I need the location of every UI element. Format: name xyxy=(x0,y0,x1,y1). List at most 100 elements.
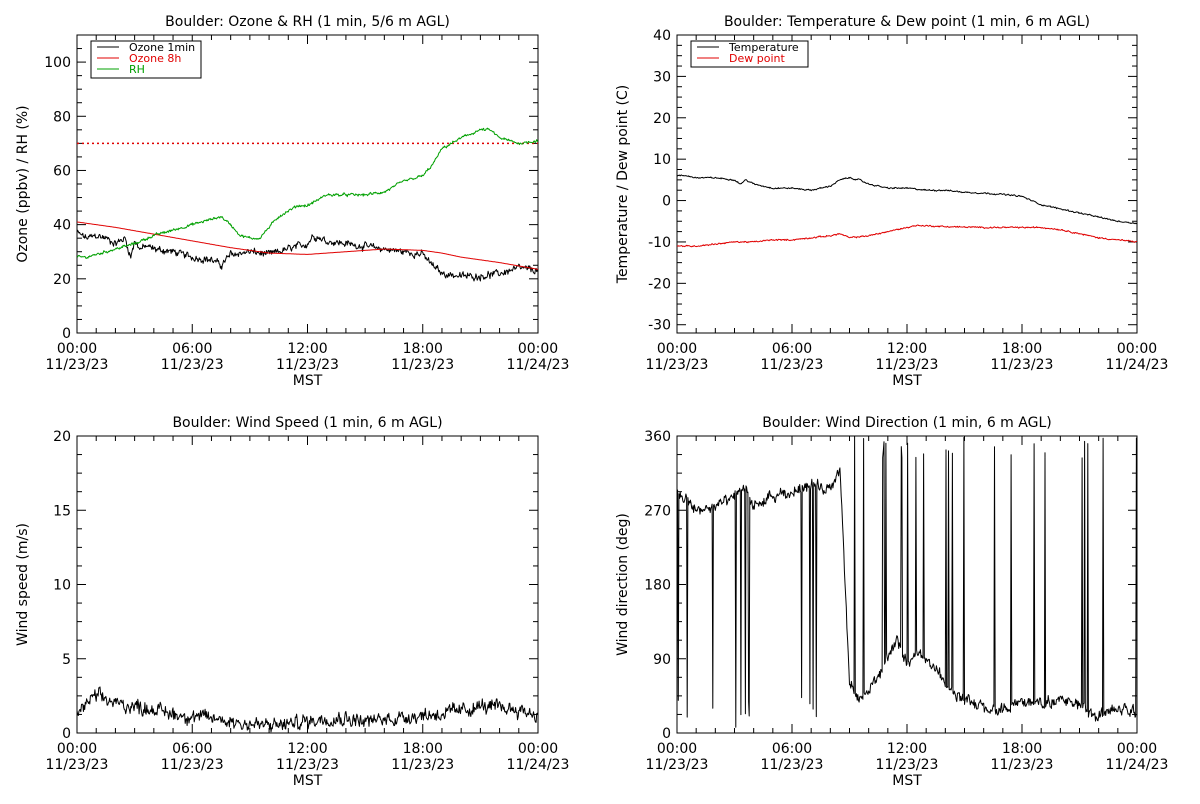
plot-frame xyxy=(76,34,539,334)
x-tick-label-date: 11/24/23 xyxy=(507,757,570,773)
y-axis-label: Wind direction (deg) xyxy=(615,513,631,656)
y-tick-label: 180 xyxy=(644,578,671,594)
y-tick-label: 20 xyxy=(53,272,71,288)
x-tick-label-time: 18:00 xyxy=(403,741,443,757)
y-tick-label: 15 xyxy=(53,503,71,519)
series-group xyxy=(77,127,538,282)
x-tick-label-time: 00:00 xyxy=(518,741,558,757)
y-tick-label: -30 xyxy=(648,318,671,334)
x-tick-label-date: 11/23/23 xyxy=(391,357,454,373)
y-tick-label: 270 xyxy=(644,503,671,519)
legend-entry: Dew point xyxy=(729,52,785,65)
plot-frame xyxy=(76,435,539,734)
x-tick-label-time: 12:00 xyxy=(287,341,327,357)
x-tick-label-time: 18:00 xyxy=(1002,741,1042,757)
x-tick-label-time: 00:00 xyxy=(657,741,697,757)
x-axis-label: MST xyxy=(293,773,323,789)
chart-title: Boulder: Ozone & RH (1 min, 5/6 m AGL) xyxy=(165,14,450,30)
y-tick-label: 10 xyxy=(653,152,671,168)
x-tick-label-date: 11/23/23 xyxy=(46,357,109,373)
x-tick-label-time: 12:00 xyxy=(887,341,927,357)
y-tick-label: 100 xyxy=(44,55,71,71)
x-tick-label-time: 00:00 xyxy=(657,341,697,357)
x-tick-label-time: 00:00 xyxy=(1117,341,1157,357)
x-tick-label-date: 11/23/23 xyxy=(276,757,339,773)
y-tick-label: 0 xyxy=(662,726,671,742)
series-line-dew-point xyxy=(677,224,1137,248)
y-tick-label: 30 xyxy=(653,69,671,85)
x-tick-label-date: 11/23/23 xyxy=(761,357,824,373)
x-tick-label-date: 11/23/23 xyxy=(876,757,939,773)
y-tick-label: -10 xyxy=(648,235,671,251)
x-tick-label-date: 11/23/23 xyxy=(391,757,454,773)
x-axis-label: MST xyxy=(293,373,323,389)
series-line-rh xyxy=(77,127,538,259)
y-tick-label: 360 xyxy=(644,429,671,445)
x-tick-label-date: 11/23/23 xyxy=(761,757,824,773)
x-tick-label-time: 06:00 xyxy=(172,741,212,757)
legend-entry: Ozone 8h xyxy=(129,52,181,65)
x-tick-label-date: 11/23/23 xyxy=(161,757,224,773)
x-tick-label-date: 11/23/23 xyxy=(991,757,1054,773)
plot-frame xyxy=(676,34,1138,334)
legend-box xyxy=(690,40,809,68)
x-tick-label-time: 06:00 xyxy=(772,741,812,757)
x-tick-label-date: 11/23/23 xyxy=(161,357,224,373)
x-tick-label-time: 06:00 xyxy=(772,341,812,357)
y-tick-label: 5 xyxy=(62,652,71,668)
x-tick-label-time: 00:00 xyxy=(518,341,558,357)
chart-title: Boulder: Wind Direction (1 min, 6 m AGL) xyxy=(762,415,1051,431)
y-tick-label: 20 xyxy=(653,111,671,127)
x-tick-label-date: 11/24/23 xyxy=(1106,757,1169,773)
series-line-wind_speed xyxy=(77,686,538,733)
series-line-ozone-8h xyxy=(77,221,538,270)
legend-entry: RH xyxy=(129,63,145,76)
y-axis-label: Ozone (ppbv) / RH (%) xyxy=(15,105,31,262)
x-tick-label-time: 12:00 xyxy=(887,741,927,757)
y-tick-label: 40 xyxy=(53,218,71,234)
x-tick-label-time: 00:00 xyxy=(57,741,97,757)
x-tick-label-time: 00:00 xyxy=(57,341,97,357)
series-group xyxy=(77,686,538,733)
x-tick-label-date: 11/23/23 xyxy=(646,757,709,773)
x-tick-label-time: 18:00 xyxy=(403,341,443,357)
x-tick-label-date: 11/23/23 xyxy=(276,357,339,373)
x-tick-label-date: 11/24/23 xyxy=(1106,357,1169,373)
y-tick-label: 90 xyxy=(653,652,671,668)
x-tick-label-date: 11/23/23 xyxy=(46,757,109,773)
legend-entry: Ozone 1min xyxy=(129,41,195,54)
panel-wind_dir: Boulder: Wind Direction (1 min, 6 m AGL)… xyxy=(615,415,1168,789)
x-tick-label-time: 18:00 xyxy=(1002,341,1042,357)
y-tick-label: 80 xyxy=(53,109,71,125)
chart-title: Boulder: Temperature & Dew point (1 min,… xyxy=(724,14,1090,30)
y-axis-label: Wind speed (m/s) xyxy=(15,523,31,646)
y-tick-label: 20 xyxy=(53,429,71,445)
y-axis-label: Temperature / Dew point (C) xyxy=(615,85,631,284)
x-axis-label: MST xyxy=(892,373,922,389)
x-tick-label-time: 12:00 xyxy=(287,741,327,757)
x-tick-label-date: 11/23/23 xyxy=(876,357,939,373)
y-tick-label: -20 xyxy=(648,276,671,292)
x-tick-label-date: 11/23/23 xyxy=(646,357,709,373)
panel-ozone_rh: Boulder: Ozone & RH (1 min, 5/6 m AGL)00… xyxy=(15,14,569,389)
chart-title: Boulder: Wind Speed (1 min, 6 m AGL) xyxy=(172,415,442,431)
series-group xyxy=(677,174,1137,248)
series-group xyxy=(677,436,1137,728)
x-tick-label-date: 11/23/23 xyxy=(991,357,1054,373)
x-tick-label-time: 00:00 xyxy=(1117,741,1157,757)
y-tick-label: 0 xyxy=(62,326,71,342)
y-tick-label: 0 xyxy=(662,194,671,210)
x-axis-label: MST xyxy=(892,773,922,789)
y-tick-label: 0 xyxy=(62,726,71,742)
x-tick-label-time: 06:00 xyxy=(172,341,212,357)
series-line-wind_dir xyxy=(677,436,1137,728)
panel-wind_speed: Boulder: Wind Speed (1 min, 6 m AGL) 00:0… xyxy=(15,415,569,789)
legend-entry: Temperature xyxy=(728,41,799,54)
y-tick-label: 10 xyxy=(53,578,71,594)
series-line-ozone-1min xyxy=(77,229,538,282)
y-tick-label: 60 xyxy=(53,163,71,179)
panel-temp_dew: Boulder: Temperature & Dew point (1 min,… xyxy=(615,14,1168,389)
y-tick-label: 40 xyxy=(653,28,671,44)
